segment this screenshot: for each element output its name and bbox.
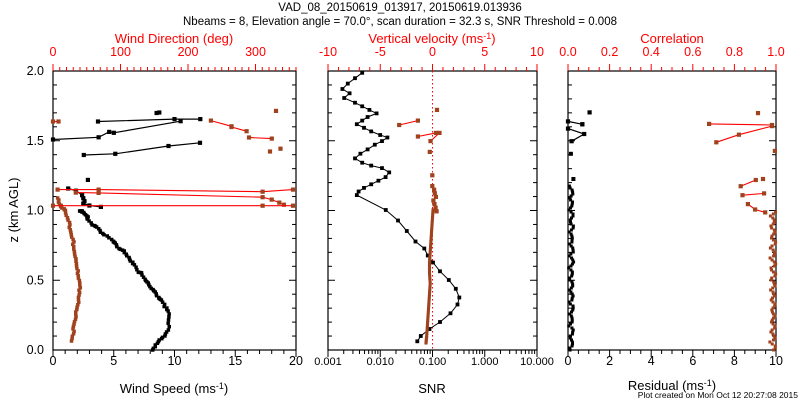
svg-text:Wind Speed (ms-1): Wind Speed (ms-1) [120,381,228,396]
svg-text:-5: -5 [375,45,386,59]
svg-text:2.0: 2.0 [27,64,44,78]
svg-text:1.0: 1.0 [27,204,44,218]
svg-text:10: 10 [168,354,182,368]
svg-text:5: 5 [481,45,488,59]
svg-text:8: 8 [731,354,738,368]
svg-text:4: 4 [648,354,655,368]
svg-text:0.100: 0.100 [419,356,447,368]
svg-text:z (km AGL): z (km AGL) [6,177,21,242]
svg-text:300: 300 [245,45,266,59]
svg-text:Vertical velocity (ms-1): Vertical velocity (ms-1) [368,31,495,46]
svg-text:0.8: 0.8 [726,45,743,59]
svg-text:0.2: 0.2 [601,45,618,59]
svg-text:0.5: 0.5 [27,273,44,287]
svg-text:0.6: 0.6 [684,45,701,59]
svg-text:0.0: 0.0 [559,45,576,59]
svg-text:100: 100 [110,45,131,59]
svg-text:10.000: 10.000 [520,356,554,368]
svg-text:VAD_08_20150619_013917, 201506: VAD_08_20150619_013917, 20150619.013936 [278,2,521,14]
svg-text:1.5: 1.5 [27,134,44,148]
svg-text:6: 6 [689,354,696,368]
svg-text:0: 0 [429,45,436,59]
svg-text:-10: -10 [319,45,337,59]
svg-text:0.4: 0.4 [643,45,660,59]
svg-text:0.010: 0.010 [366,356,394,368]
svg-text:SNR: SNR [418,381,445,396]
svg-text:0.0: 0.0 [27,343,44,357]
svg-text:0: 0 [50,354,57,368]
svg-text:1.0: 1.0 [767,45,784,59]
svg-text:1.000: 1.000 [471,356,499,368]
svg-text:15: 15 [228,354,242,368]
svg-text:20: 20 [289,354,303,368]
svg-text:Correlation: Correlation [640,31,704,46]
svg-text:10: 10 [769,354,783,368]
svg-text:0: 0 [50,45,57,59]
svg-text:Nbeams = 8, Elevation angle =: Nbeams = 8, Elevation angle = 70.0°, sca… [183,16,617,28]
svg-text:5: 5 [110,354,117,368]
svg-text:200: 200 [178,45,199,59]
svg-text:Residual (ms-1): Residual (ms-1) [628,378,716,393]
svg-text:Wind Direction (deg): Wind Direction (deg) [115,31,234,46]
svg-text:10: 10 [530,45,544,59]
svg-text:2: 2 [606,354,613,368]
svg-text:0.001: 0.001 [314,356,342,368]
svg-text:0: 0 [565,354,572,368]
